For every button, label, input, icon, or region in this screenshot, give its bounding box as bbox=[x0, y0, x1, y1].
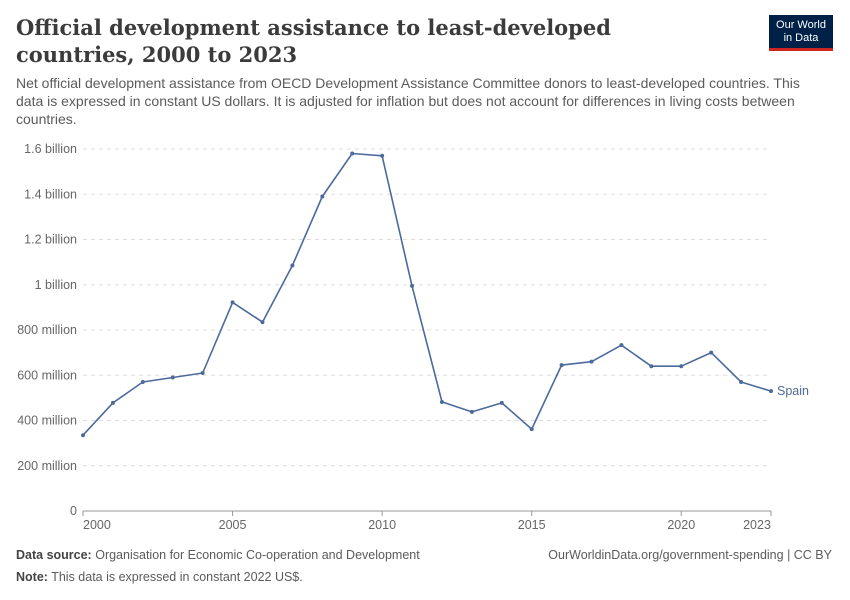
x-tick-label: 2000 bbox=[83, 518, 111, 532]
grid-lines bbox=[83, 148, 771, 467]
x-axis: 2000 2005 2010 2015 2020 2023 bbox=[82, 510, 772, 532]
logo-line-1: Our World bbox=[776, 18, 826, 31]
data-point[interactable] bbox=[499, 400, 504, 405]
data-point[interactable] bbox=[230, 300, 235, 305]
data-point[interactable] bbox=[170, 375, 175, 380]
data-point[interactable] bbox=[769, 389, 773, 394]
note-text: This data is expressed in constant 2022 … bbox=[51, 570, 303, 584]
data-point[interactable] bbox=[469, 409, 474, 414]
x-tick-label: 2005 bbox=[219, 518, 247, 532]
y-tick-label: 1.4 billion bbox=[24, 187, 77, 201]
data-point[interactable] bbox=[739, 380, 744, 385]
data-point[interactable] bbox=[290, 263, 295, 268]
data-point[interactable] bbox=[140, 380, 145, 385]
data-point[interactable] bbox=[649, 364, 654, 369]
x-tick-label: 2023 bbox=[743, 518, 771, 532]
y-tick-label: 1 billion bbox=[35, 278, 77, 292]
logo-line-2: in Data bbox=[783, 31, 819, 44]
data-source-label: Data source: bbox=[16, 548, 92, 562]
series-labels: Spain bbox=[777, 384, 809, 398]
y-tick-label: 1.2 billion bbox=[24, 233, 77, 247]
owid-logo[interactable]: Our World in Data bbox=[769, 15, 833, 51]
data-point[interactable] bbox=[410, 283, 415, 288]
series-points bbox=[81, 151, 773, 438]
y-tick-label: 400 million bbox=[17, 414, 77, 428]
y-tick-label: 800 million bbox=[17, 323, 77, 337]
y-tick-label: 200 million bbox=[17, 459, 77, 473]
data-source-text[interactable]: Organisation for Economic Co-operation a… bbox=[95, 548, 420, 562]
data-point[interactable] bbox=[589, 359, 594, 364]
data-point[interactable] bbox=[320, 194, 325, 199]
data-point[interactable] bbox=[679, 364, 684, 369]
data-point[interactable] bbox=[200, 370, 205, 375]
y-axis-tick-labels: 0 200 million 400 million 600 million 800 mi… bbox=[17, 142, 77, 518]
x-tick-label: 2010 bbox=[368, 518, 396, 532]
note-label: Note: bbox=[16, 570, 48, 584]
data-point[interactable] bbox=[529, 427, 534, 432]
y-tick-label: 1.6 billion bbox=[24, 142, 77, 156]
data-point[interactable] bbox=[110, 400, 115, 405]
chart-note: Note: This data is expressed in constant… bbox=[16, 570, 303, 584]
series-label: Spain bbox=[777, 384, 809, 398]
data-point[interactable] bbox=[260, 320, 265, 325]
data-point[interactable] bbox=[709, 350, 714, 355]
y-tick-label: 0 bbox=[70, 504, 77, 518]
x-tick-label: 2015 bbox=[518, 518, 546, 532]
series-line-spain[interactable] bbox=[82, 152, 772, 436]
y-tick-label: 600 million bbox=[17, 368, 77, 382]
credit-link[interactable]: OurWorldinData.org/government-spending |… bbox=[548, 548, 832, 562]
data-point[interactable] bbox=[350, 151, 355, 156]
data-point[interactable] bbox=[559, 363, 564, 368]
x-tick-label: 2020 bbox=[667, 518, 695, 532]
chart-title: Official development assistance to least… bbox=[16, 15, 611, 67]
data-point[interactable] bbox=[380, 153, 385, 158]
data-point[interactable] bbox=[439, 399, 444, 404]
chart-subtitle: Net official development assistance from… bbox=[16, 75, 800, 127]
data-point[interactable] bbox=[619, 343, 624, 348]
data-point[interactable] bbox=[81, 433, 85, 438]
series-lines bbox=[82, 152, 772, 436]
data-source: Data source: Organisation for Economic C… bbox=[16, 548, 420, 562]
